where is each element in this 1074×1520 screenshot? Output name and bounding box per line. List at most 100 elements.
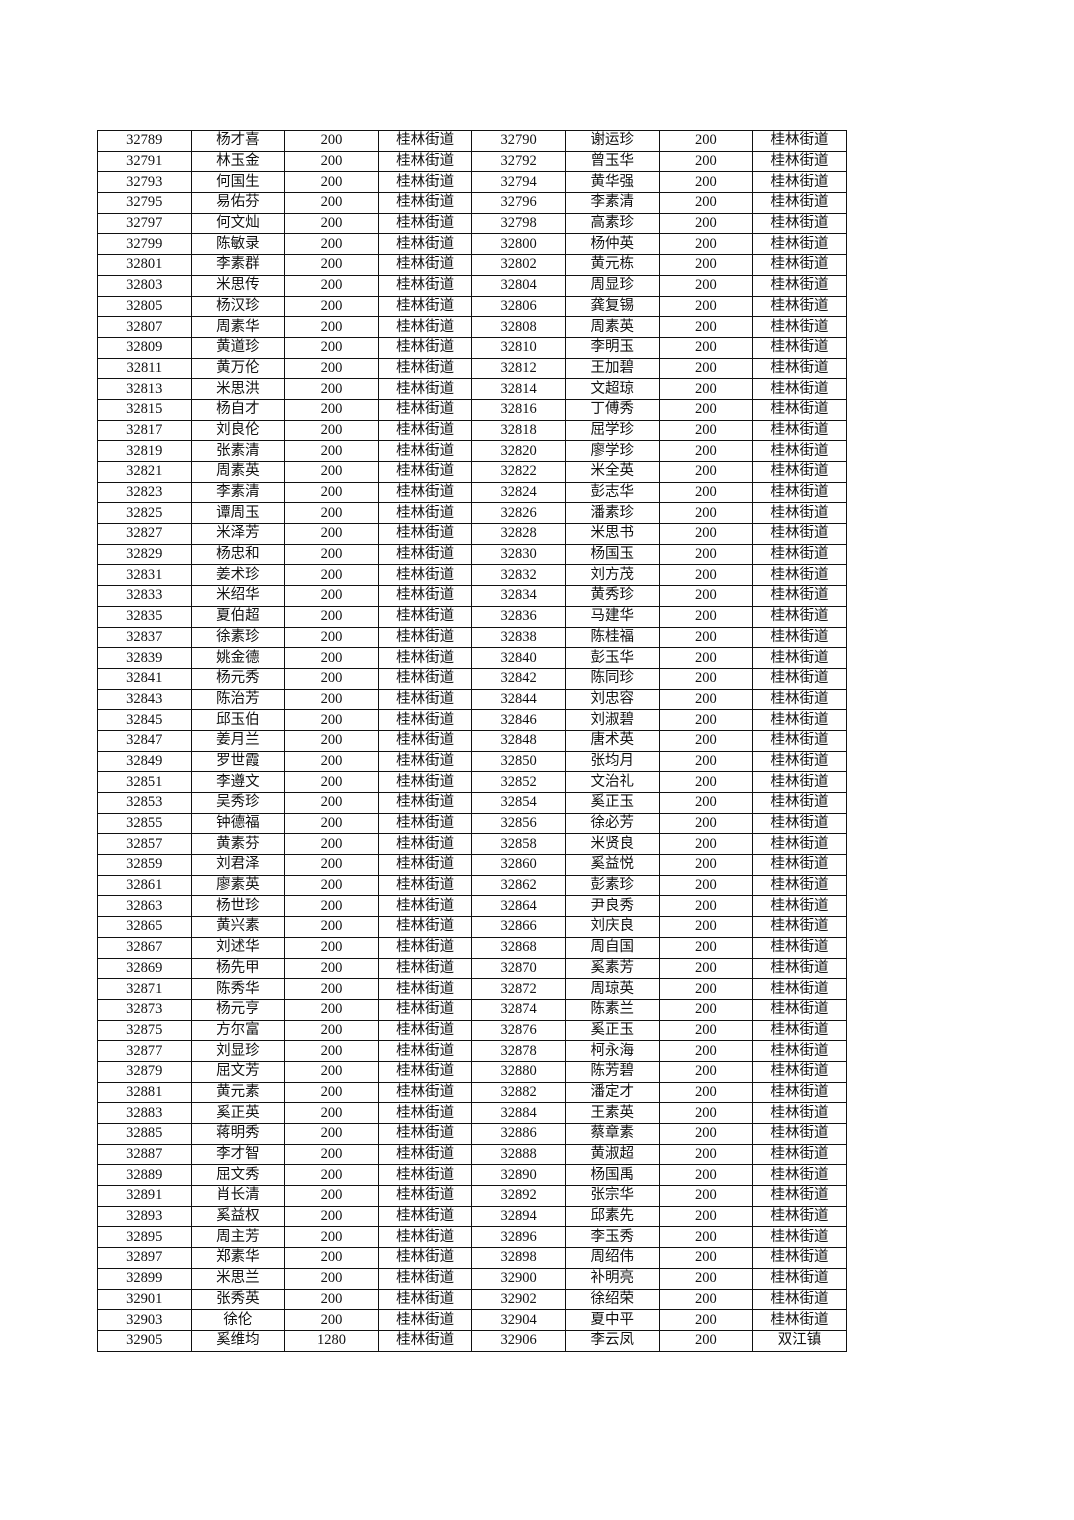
table-row: 32869 杨先甲 200 桂林街道 32870 奚素芳 200 桂林街道	[97, 957, 847, 980]
id-cell: 32831	[97, 564, 192, 587]
name-cell: 补明亮	[564, 1267, 660, 1290]
id-cell: 32868	[471, 936, 566, 959]
id-cell: 32796	[471, 192, 566, 214]
location-cell: 桂林街道	[752, 916, 847, 938]
name-cell: 姚金德	[190, 647, 286, 669]
amount-cell: 200	[284, 1288, 379, 1311]
name-cell: 蔡章素	[564, 1123, 660, 1145]
name-cell: 徐伦	[190, 1309, 286, 1331]
id-cell: 32867	[97, 936, 192, 959]
table-row: 32889 屈文秀 200 桂林街道 32890 杨国禹 200 桂林街道	[97, 1164, 847, 1187]
id-cell: 32884	[471, 1102, 566, 1124]
id-cell: 32883	[97, 1102, 192, 1124]
id-cell: 32825	[97, 502, 192, 525]
id-cell: 32793	[97, 171, 192, 194]
location-cell: 桂林街道	[752, 978, 847, 1000]
location-cell: 桂林街道	[377, 378, 473, 400]
roster-table-body: 32789 杨才喜 200 桂林街道 32790 谢运珍 200 桂林街道 32791 林玉金 20…	[97, 130, 847, 1352]
id-cell: 32820	[471, 440, 566, 462]
amount-cell: 200	[658, 936, 754, 959]
name-cell: 王加碧	[564, 357, 660, 380]
location-cell: 桂林街道	[752, 1205, 847, 1228]
table-row: 32835 夏伯超 200 桂林街道 32836 马建华 200 桂林街道	[97, 605, 847, 628]
name-cell: 谢运珍	[564, 130, 660, 152]
name-cell: 米泽芳	[190, 523, 286, 545]
location-cell: 桂林街道	[752, 750, 847, 773]
name-cell: 黄淑超	[564, 1143, 660, 1166]
table-row: 32809 黄道珍 200 桂林街道 32810 李明玉 200 桂林街道	[97, 336, 847, 359]
amount-cell: 200	[284, 502, 379, 525]
id-cell: 32903	[97, 1309, 192, 1331]
amount-cell: 200	[284, 1123, 379, 1145]
id-cell: 32800	[471, 233, 566, 256]
location-cell: 桂林街道	[752, 1309, 847, 1331]
amount-cell: 200	[658, 1185, 754, 1207]
name-cell: 陈同珍	[564, 667, 660, 690]
id-cell: 32859	[97, 854, 192, 876]
table-row: 32857 黄素芬 200 桂林街道 32858 米贤良 200 桂林街道	[97, 833, 847, 856]
amount-cell: 200	[658, 585, 754, 607]
amount-cell: 200	[658, 502, 754, 525]
table-row: 32851 李遵文 200 桂林街道 32852 文治礼 200 桂林街道	[97, 771, 847, 793]
location-cell: 桂林街道	[752, 171, 847, 194]
amount-cell: 200	[658, 833, 754, 856]
id-cell: 32826	[471, 502, 566, 525]
name-cell: 何文灿	[190, 212, 286, 235]
amount-cell: 200	[658, 750, 754, 773]
amount-cell: 200	[658, 1102, 754, 1124]
table-row: 32843 陈治芳 200 桂林街道 32844 刘忠容 200 桂林街道	[97, 688, 847, 711]
location-cell: 桂林街道	[377, 564, 473, 587]
table-row: 32883 奚正英 200 桂林街道 32884 王素英 200 桂林街道	[97, 1102, 847, 1124]
amount-cell: 200	[284, 1040, 379, 1062]
id-cell: 32866	[471, 916, 566, 938]
name-cell: 吴秀珍	[190, 792, 286, 814]
location-cell: 桂林街道	[377, 916, 473, 938]
amount-cell: 200	[658, 233, 754, 256]
id-cell: 32855	[97, 812, 192, 835]
name-cell: 陈素兰	[564, 998, 660, 1021]
location-cell: 桂林街道	[377, 150, 473, 173]
name-cell: 米思书	[564, 523, 660, 545]
location-cell: 桂林街道	[377, 729, 473, 752]
table-row: 32885 蒋明秀 200 桂林街道 32886 蔡章素 200 桂林街道	[97, 1123, 847, 1145]
name-cell: 杨元亨	[190, 998, 286, 1021]
location-cell: 桂林街道	[377, 254, 473, 276]
table-row: 32901 张秀英 200 桂林街道 32902 徐绍荣 200 桂林街道	[97, 1288, 847, 1311]
name-cell: 杨汉珍	[190, 295, 286, 318]
amount-cell: 200	[658, 667, 754, 690]
table-row: 32893 奚益权 200 桂林街道 32894 邱素先 200 桂林街道	[97, 1205, 847, 1228]
location-cell: 桂林街道	[752, 1164, 847, 1187]
name-cell: 何国生	[190, 171, 286, 194]
location-cell: 桂林街道	[752, 130, 847, 152]
name-cell: 米全英	[564, 461, 660, 483]
location-cell: 桂林街道	[752, 192, 847, 214]
amount-cell: 200	[658, 1267, 754, 1290]
table-row: 32819 张素清 200 桂林街道 32820 廖学珍 200 桂林街道	[97, 440, 847, 462]
amount-cell: 200	[658, 1019, 754, 1042]
name-cell: 李玉秀	[564, 1226, 660, 1249]
name-cell: 姜月兰	[190, 729, 286, 752]
table-row: 32837 徐素珍 200 桂林街道 32838 陈桂福 200 桂林街道	[97, 626, 847, 649]
id-cell: 32842	[471, 667, 566, 690]
amount-cell: 200	[658, 709, 754, 731]
amount-cell: 200	[284, 667, 379, 690]
location-cell: 桂林街道	[377, 1185, 473, 1207]
name-cell: 米思洪	[190, 378, 286, 400]
name-cell: 奚维均	[190, 1329, 286, 1352]
name-cell: 文治礼	[564, 771, 660, 793]
table-row: 32845 邱玉伯 200 桂林街道 32846 刘淑碧 200 桂林街道	[97, 709, 847, 731]
id-cell: 32848	[471, 729, 566, 752]
location-cell: 桂林街道	[377, 688, 473, 711]
location-cell: 桂林街道	[752, 957, 847, 980]
location-cell: 桂林街道	[377, 647, 473, 669]
table-row: 32861 廖素英 200 桂林街道 32862 彭素珍 200 桂林街道	[97, 874, 847, 897]
id-cell: 32863	[97, 895, 192, 918]
location-cell: 桂林街道	[752, 378, 847, 400]
amount-cell: 200	[284, 854, 379, 876]
id-cell: 32870	[471, 957, 566, 980]
id-cell: 32864	[471, 895, 566, 918]
amount-cell: 200	[284, 564, 379, 587]
name-cell: 高素珍	[564, 212, 660, 235]
location-cell: 桂林街道	[377, 750, 473, 773]
id-cell: 32881	[97, 1081, 192, 1104]
